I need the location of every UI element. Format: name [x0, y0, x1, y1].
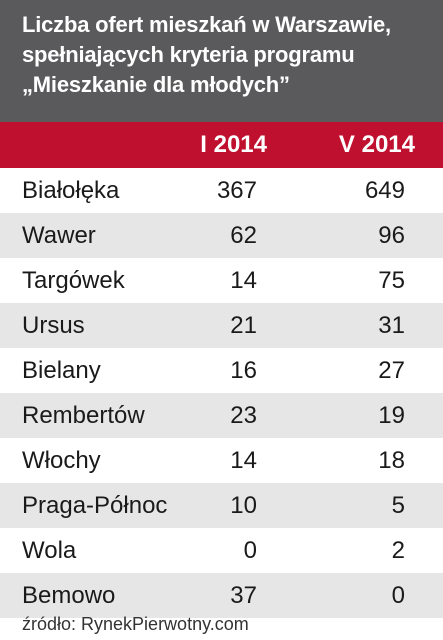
- value-v-2014: 31: [378, 312, 405, 339]
- value-i-2014: 14: [230, 447, 257, 474]
- district-label: Bemowo: [22, 582, 116, 609]
- chart-title-line-3: „Mieszkanie dla młodych”: [22, 72, 290, 97]
- table-row: Wawer 62 96: [0, 213, 443, 258]
- district-label: Targówek: [22, 267, 125, 294]
- table-row: Bemowo 37 0: [0, 573, 443, 618]
- table-header: I 2014 V 2014: [0, 122, 443, 168]
- value-v-2014: 2: [391, 537, 405, 564]
- value-i-2014: 10: [230, 492, 257, 519]
- table-row: Praga-Północ 10 5: [0, 483, 443, 528]
- value-v-2014: 18: [378, 447, 405, 474]
- district-label: Praga-Północ: [22, 492, 168, 519]
- chart-title-line-2: spełniających kryteria programu: [22, 42, 355, 67]
- value-i-2014: 0: [243, 537, 257, 564]
- district-label: Wawer: [22, 222, 96, 249]
- district-label: Rembertów: [22, 402, 145, 429]
- table-row: Targówek 14 75: [0, 258, 443, 303]
- column-header-v-2014: V 2014: [338, 131, 415, 158]
- value-v-2014: 75: [378, 267, 405, 294]
- district-label: Bielany: [22, 357, 101, 384]
- value-i-2014: 37: [230, 582, 257, 609]
- table-row: Włochy 14 18: [0, 438, 443, 483]
- district-label: Ursus: [22, 312, 85, 339]
- table-row: Ursus 21 31: [0, 303, 443, 348]
- table-row: Rembertów 23 19: [0, 393, 443, 438]
- table-row: Wola 0 2: [0, 528, 443, 573]
- value-v-2014: 0: [391, 582, 405, 609]
- value-v-2014: 96: [378, 222, 405, 249]
- district-label: Wola: [22, 537, 77, 564]
- value-i-2014: 62: [230, 222, 257, 249]
- value-i-2014: 14: [230, 267, 257, 294]
- table-body: Białołęka 367 649 Wawer 62 96 Targówek 14 75 Ursu…: [0, 168, 443, 618]
- value-i-2014: 16: [230, 357, 257, 384]
- district-label: Włochy: [22, 447, 101, 474]
- value-v-2014: 5: [391, 492, 405, 519]
- value-i-2014: 23: [230, 402, 257, 429]
- value-v-2014: 19: [378, 402, 405, 429]
- column-header-i-2014: I 2014: [200, 131, 267, 158]
- chart-title: Liczba ofert mieszkań w Warszawie, spełn…: [0, 0, 443, 122]
- value-i-2014: 21: [230, 312, 257, 339]
- source-note: źródło: RynekPierwotny.com: [22, 614, 249, 634]
- chart-title-line-1: Liczba ofert mieszkań w Warszawie,: [22, 12, 391, 37]
- table-row: Bielany 16 27: [0, 348, 443, 393]
- value-i-2014: 367: [216, 177, 257, 204]
- value-v-2014: 27: [378, 357, 405, 384]
- value-v-2014: 649: [364, 177, 405, 204]
- district-label: Białołęka: [22, 177, 120, 204]
- table-row: Białołęka 367 649: [0, 168, 443, 213]
